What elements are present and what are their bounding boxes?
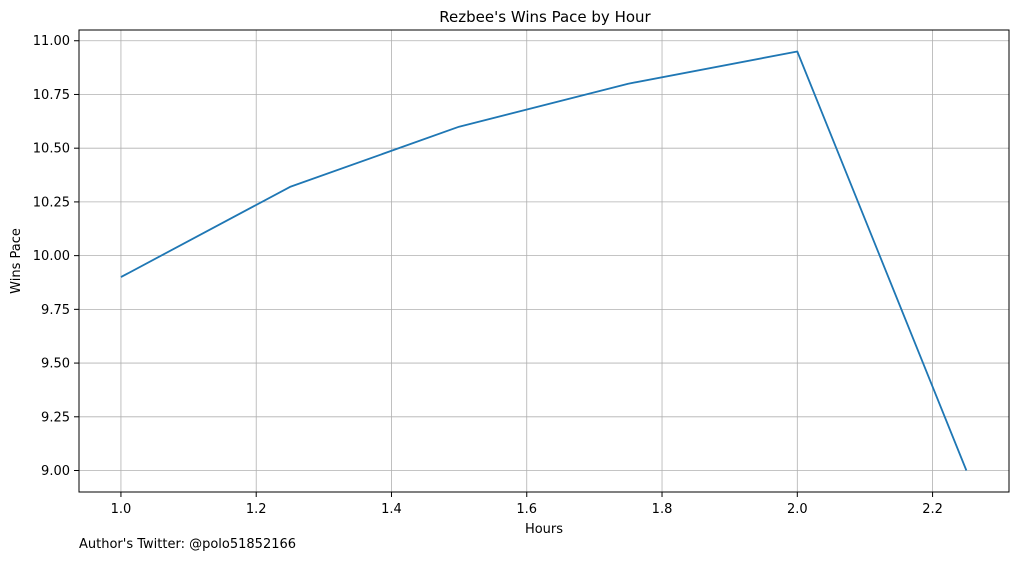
x-tick-label: 1.8 xyxy=(652,502,673,517)
y-tick-label: 9.50 xyxy=(41,357,70,372)
grid xyxy=(79,30,1009,492)
x-tick-label: 1.2 xyxy=(246,502,267,517)
y-axis: 9.00 9.25 9.50 9.75 10.00 10.25 10.50 10.75 11.0… xyxy=(33,34,79,479)
y-tick-label: 10.50 xyxy=(33,142,70,157)
x-axis-label: Hours xyxy=(525,522,563,537)
x-tick-label: 2.0 xyxy=(787,502,808,517)
x-axis: 1.0 1.2 1.4 1.6 1.8 2.0 2.2 xyxy=(111,492,943,517)
x-tick-label: 1.6 xyxy=(516,502,537,517)
chart-title: Rezbee's Wins Pace by Hour xyxy=(439,8,651,26)
series-layer xyxy=(120,50,968,471)
y-tick-label: 9.75 xyxy=(41,303,70,318)
x-tick-label: 1.4 xyxy=(381,502,402,517)
series-line xyxy=(120,50,968,471)
y-axis-label: Wins Pace xyxy=(9,228,24,294)
author-footnote: Author's Twitter: @polo51852166 xyxy=(79,537,297,552)
x-tick-label: 1.0 xyxy=(111,502,132,517)
plot-area-frame xyxy=(78,29,1010,493)
y-tick-label: 11.00 xyxy=(33,34,70,49)
y-tick-label: 10.75 xyxy=(33,88,70,103)
y-tick-label: 9.25 xyxy=(41,410,70,425)
y-tick-label: 9.00 xyxy=(41,464,70,479)
x-tick-label: 2.2 xyxy=(922,502,943,517)
y-tick-label: 10.25 xyxy=(33,195,70,210)
y-tick-label: 10.00 xyxy=(33,249,70,264)
